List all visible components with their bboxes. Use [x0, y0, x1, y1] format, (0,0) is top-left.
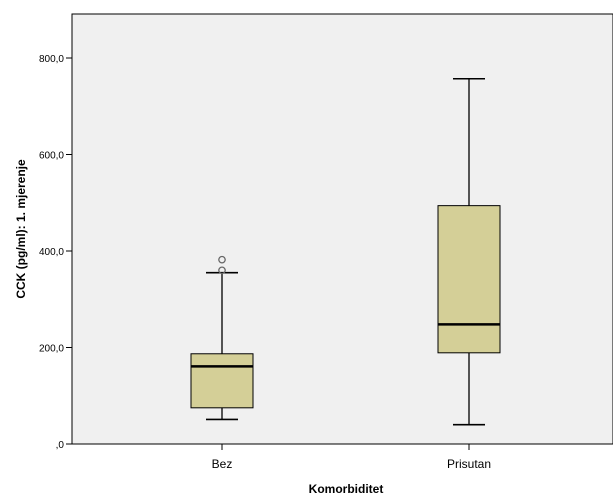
y-axis-title: CCK (pg/ml): 1. mjerenje — [14, 159, 28, 299]
y-tick-label-2: 400,0 — [39, 247, 64, 258]
iqr-box-prisutan — [437, 205, 501, 354]
y-tick-label-4: 800,0 — [39, 54, 64, 65]
y-tick-label-3: 600,0 — [39, 151, 64, 162]
x-tick-label-bez: Bez — [212, 457, 233, 471]
box-bez — [190, 255, 254, 421]
y-tick-label-0: ,0 — [56, 440, 65, 451]
boxes — [190, 77, 501, 426]
y-axis: ,0 200,0 400,0 600,0 800,0 — [39, 54, 72, 451]
box-prisutan — [437, 77, 501, 426]
y-tick-label-1: 200,0 — [39, 344, 64, 355]
iqr-box-bez — [190, 353, 254, 409]
x-axis: Bez Prisutan — [212, 444, 491, 471]
outlier-point-bez-1 — [218, 255, 226, 264]
plot-area — [71, 13, 613, 445]
x-axis-title: Komorbiditet — [309, 482, 384, 496]
x-tick-label-prisutan: Prisutan — [447, 457, 491, 471]
outlier-point-bez-0 — [218, 266, 226, 275]
